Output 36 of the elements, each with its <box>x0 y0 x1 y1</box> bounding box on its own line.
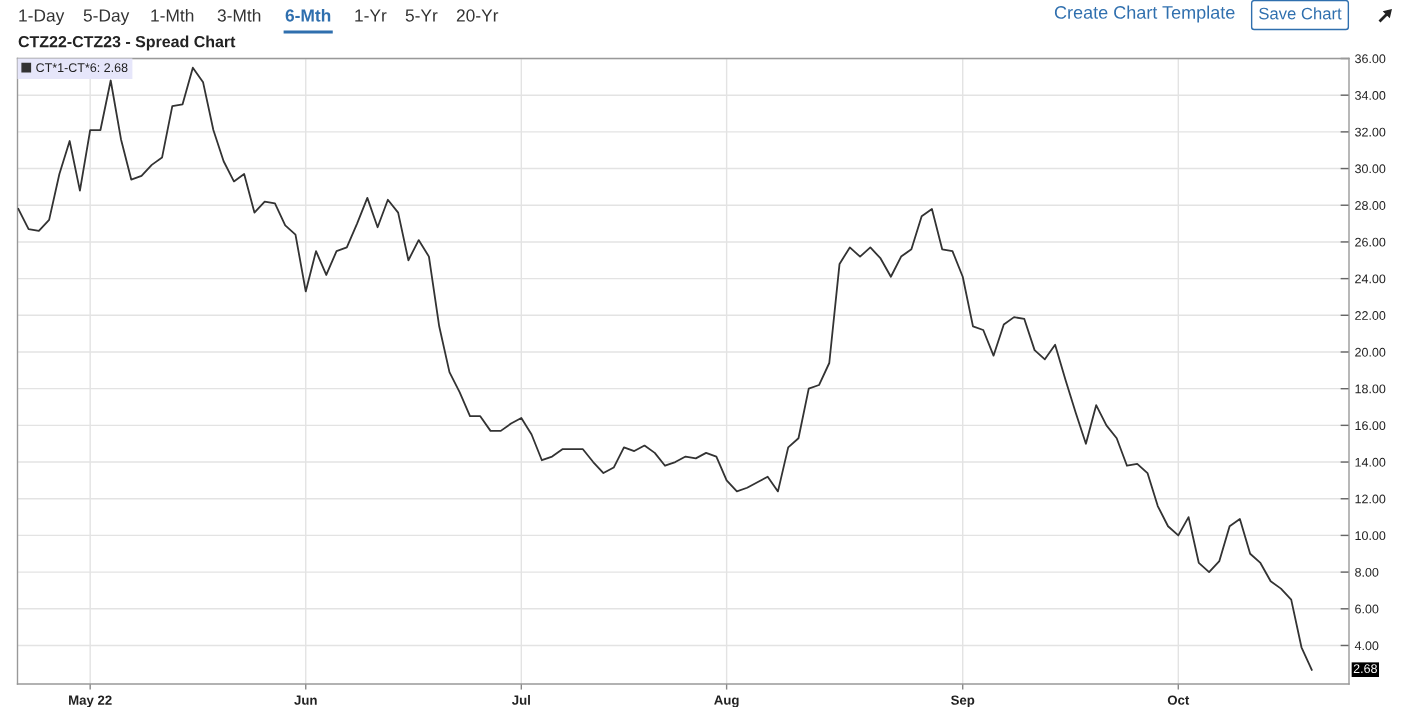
y-tick-label: 24.00 <box>1355 274 1386 284</box>
y-tick-label: 32.00 <box>1355 127 1386 137</box>
text: 5-Yr <box>405 9 438 22</box>
y-tick-label: 26.00 <box>1355 237 1386 247</box>
x-tick-label: Sep <box>951 695 975 707</box>
y-tick-label: 20.00 <box>1355 347 1386 357</box>
y-tick-label: 14.00 <box>1355 457 1386 467</box>
x-tick-label: Jun <box>294 695 317 705</box>
y-tick-label: 22.00 <box>1355 311 1386 320</box>
chart-title: CTZ22-CTZ23 - Spread Chart <box>18 35 236 51</box>
x-tick-label: Oct <box>1167 695 1190 705</box>
y-tick-label: 12.00 <box>1355 494 1386 504</box>
text: 1-Mth <box>151 8 194 22</box>
y-tick-label: 28.00 <box>1355 201 1386 210</box>
text: 1-Day <box>19 9 65 26</box>
x-tick-label: Aug <box>714 695 739 707</box>
text: 1-Yr <box>355 9 387 22</box>
text: Save Chart <box>1259 7 1342 20</box>
text: 6-Mth <box>285 8 331 22</box>
y-tick-label: 16.00 <box>1355 421 1386 431</box>
text: Create Chart Template <box>1054 5 1235 23</box>
y-tick-label: 8.00 <box>1355 567 1379 577</box>
legend-label: CT*1-CT*6: 2.68 <box>36 63 128 73</box>
x-tick-label: May 22 <box>69 695 112 707</box>
y-tick-label: 34.00 <box>1355 90 1386 100</box>
text: 2.68 <box>1353 664 1377 674</box>
text: 20-Yr <box>456 9 499 22</box>
x-tick-label: Jul <box>511 695 530 705</box>
text: 3-Mth <box>217 8 261 22</box>
y-tick-label: 10.00 <box>1355 531 1386 541</box>
y-tick-label: 18.00 <box>1355 384 1386 394</box>
y-tick-label: 30.00 <box>1355 164 1386 174</box>
text: 5-Day <box>83 9 130 26</box>
y-tick-label: 6.00 <box>1355 604 1379 614</box>
y-tick-label: 36.00 <box>1355 54 1386 64</box>
y-tick-label: 4.00 <box>1354 641 1379 651</box>
